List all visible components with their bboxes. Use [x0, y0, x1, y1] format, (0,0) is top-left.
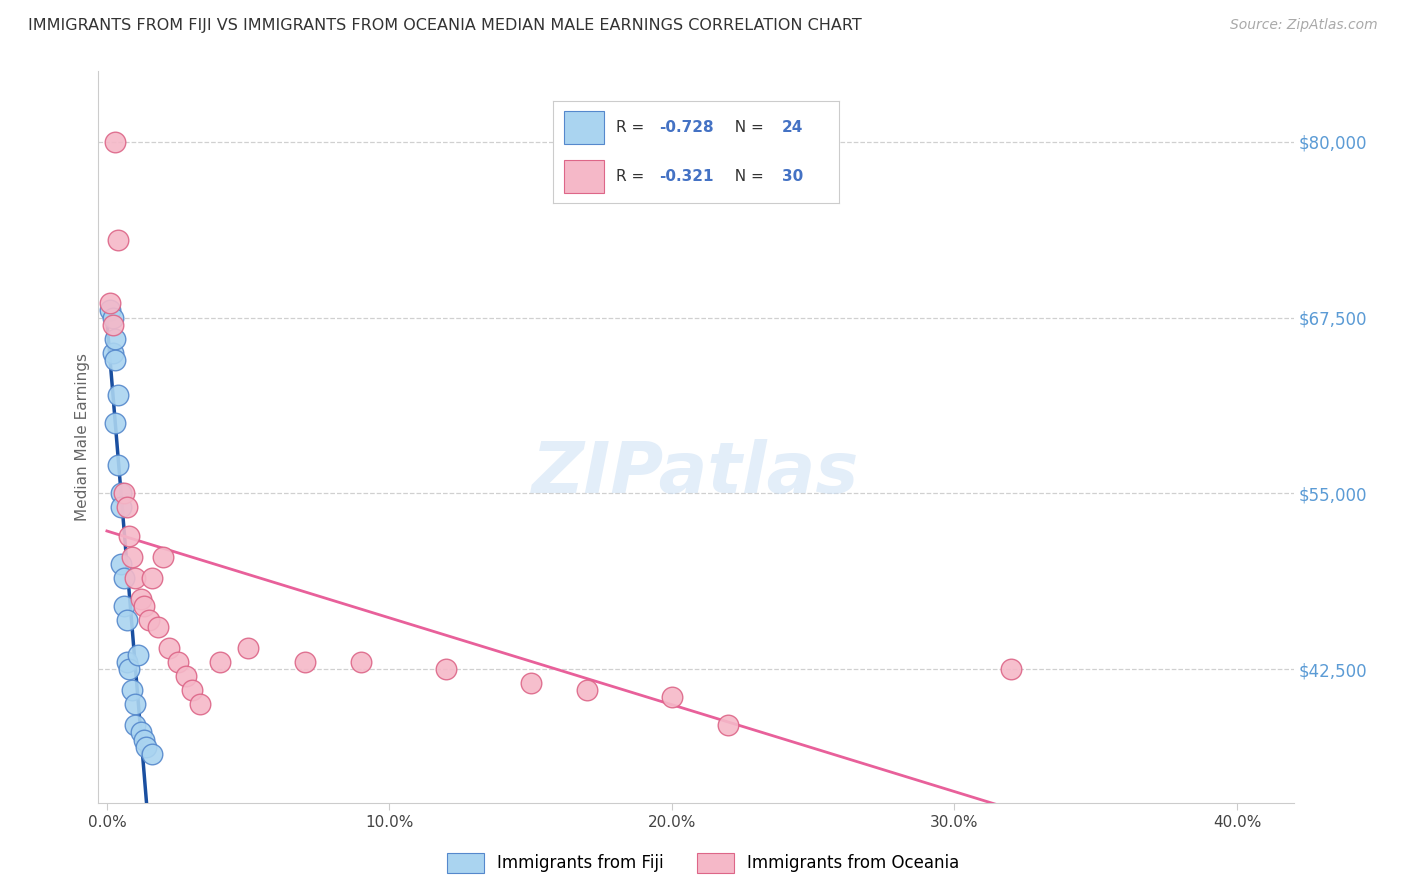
Point [112, 571, 135, 585]
Point [132, 732, 155, 747]
Point [576, 683, 599, 698]
Point [127, 648, 149, 662]
Point [180, 683, 202, 698]
Point [112, 599, 135, 613]
Y-axis label: Median Male Earnings: Median Male Earnings [75, 353, 90, 521]
Point [294, 655, 316, 669]
Point [166, 655, 188, 669]
Point [350, 655, 373, 669]
Point [152, 549, 174, 564]
Point [121, 549, 143, 564]
Text: Source: ZipAtlas.com: Source: ZipAtlas.com [1230, 18, 1378, 32]
Point [661, 690, 683, 705]
Point [107, 233, 129, 247]
Point [124, 698, 146, 712]
Point [110, 486, 132, 500]
Point [519, 676, 541, 690]
Point [101, 345, 124, 359]
Point [104, 352, 127, 367]
Point [112, 486, 135, 500]
Point [157, 641, 180, 656]
Point [141, 571, 163, 585]
Point [115, 613, 138, 627]
Point [124, 718, 146, 732]
Point [104, 332, 127, 346]
Point [434, 662, 457, 676]
Point [141, 747, 163, 761]
Point [101, 310, 124, 325]
Point [129, 591, 152, 606]
Point [110, 500, 132, 515]
Point [98, 296, 121, 310]
Point [115, 655, 138, 669]
Point [118, 662, 141, 676]
Point [132, 599, 155, 613]
Point [135, 739, 157, 754]
Text: ZIPatlas: ZIPatlas [533, 439, 859, 508]
Point [98, 303, 121, 318]
Point [238, 641, 260, 656]
Point [717, 718, 740, 732]
Point [118, 528, 141, 542]
Point [129, 725, 152, 739]
Point [188, 698, 211, 712]
Legend: Immigrants from Fiji, Immigrants from Oceania: Immigrants from Fiji, Immigrants from Oc… [440, 847, 966, 880]
Point [101, 318, 124, 332]
Point [174, 669, 197, 683]
Point [110, 557, 132, 571]
Point [146, 620, 169, 634]
Point [107, 458, 129, 473]
Point [208, 655, 231, 669]
Point [107, 388, 129, 402]
Point [104, 135, 127, 149]
Point [115, 500, 138, 515]
Point [121, 683, 143, 698]
Point [138, 613, 160, 627]
Point [104, 416, 127, 430]
Point [1000, 662, 1022, 676]
Text: IMMIGRANTS FROM FIJI VS IMMIGRANTS FROM OCEANIA MEDIAN MALE EARNINGS CORRELATION: IMMIGRANTS FROM FIJI VS IMMIGRANTS FROM … [28, 18, 862, 33]
Point [124, 571, 146, 585]
